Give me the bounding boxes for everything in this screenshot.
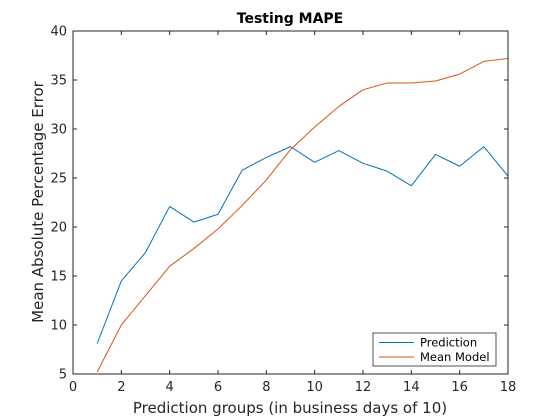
y-tick-label: 40 (50, 25, 67, 40)
legend-label-mean-model: Mean Model (420, 350, 490, 364)
series-layer (96, 57, 509, 373)
x-tick-label: 8 (262, 380, 270, 395)
x-tick-label: 18 (500, 380, 517, 395)
legend: Prediction Mean Model (372, 332, 497, 367)
x-tick-label: 16 (451, 380, 468, 395)
plot-frame (72, 30, 509, 375)
x-tick-label: 2 (117, 380, 125, 395)
legend-box (372, 332, 497, 367)
x-tick-label: 6 (214, 380, 222, 395)
y-tick-label: 20 (50, 221, 67, 236)
series-line-mean-model (96, 57, 509, 373)
x-tick-label: 12 (355, 380, 372, 395)
x-tick-label: 10 (306, 380, 323, 395)
chart-title: Testing MAPE (237, 11, 343, 27)
y-tick-label: 35 (50, 74, 67, 89)
y-tick-label: 30 (50, 123, 67, 138)
plot-area (73, 31, 508, 374)
x-tick-label: 14 (403, 380, 420, 395)
y-tick-label: 5 (59, 368, 67, 383)
y-tick-label: 10 (50, 319, 67, 334)
y-tick-label: 15 (50, 270, 67, 285)
x-tick-label: 4 (166, 380, 174, 395)
y-axis-label: Mean Absolute Percentage Error (29, 80, 47, 323)
x-axis-label: Prediction groups (in business days of 1… (133, 399, 447, 417)
x-tick-label: 0 (69, 380, 77, 395)
ticks-layer: 0 2 4 6 8 10 12 14 16 18 5 10 15 20 25 30 35 40 (50, 25, 516, 396)
legend-label-prediction: Prediction (420, 336, 477, 350)
series-line-prediction (96, 146, 509, 344)
y-tick-label: 25 (50, 172, 67, 187)
